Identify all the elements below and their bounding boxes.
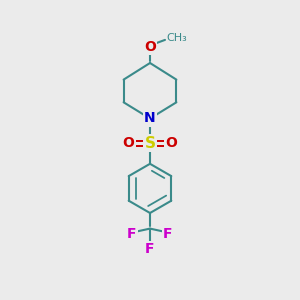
Text: O: O bbox=[122, 136, 134, 150]
Text: O: O bbox=[166, 136, 178, 150]
Text: F: F bbox=[145, 242, 155, 256]
Text: O: O bbox=[144, 40, 156, 53]
Text: CH₃: CH₃ bbox=[167, 33, 187, 43]
Text: F: F bbox=[127, 227, 137, 241]
Text: F: F bbox=[163, 227, 173, 241]
Text: S: S bbox=[145, 136, 155, 151]
Text: N: N bbox=[144, 112, 156, 125]
